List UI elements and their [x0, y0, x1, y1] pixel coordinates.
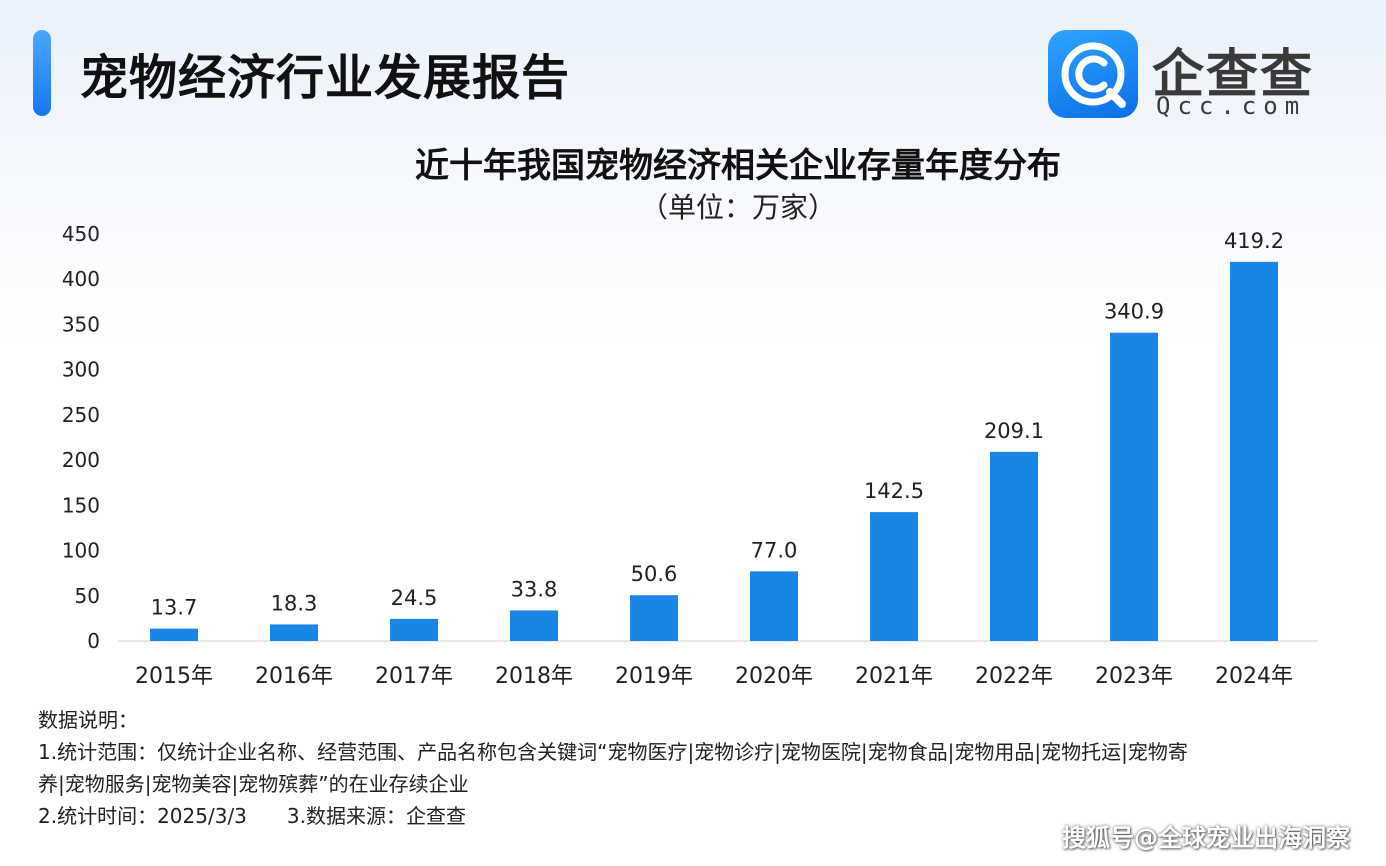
x-tick-label: 2015年 — [135, 664, 213, 689]
notes-scope-cont: 养|宠物服务|宠物美容|宠物殡葬”的在业存续企业 — [38, 772, 469, 796]
x-tick-label: 2016年 — [255, 664, 333, 689]
bar — [150, 628, 198, 641]
bar-value-label: 13.7 — [151, 596, 198, 620]
y-tick-label: 100 — [62, 539, 100, 563]
bar — [630, 595, 678, 641]
bar-value-label: 18.3 — [271, 591, 318, 615]
bar-value-label: 77.0 — [751, 538, 798, 562]
notes-heading: 数据说明： — [38, 708, 138, 732]
header-accent-bar — [33, 30, 51, 116]
y-tick-label: 350 — [62, 312, 100, 336]
report-title: 宠物经济行业发展报告 — [80, 50, 571, 106]
y-tick-label: 450 — [62, 222, 100, 246]
bar-value-label: 209.1 — [984, 419, 1044, 443]
data-labels: 13.7 18.3 24.5 33.8 50.6 77.0 142.5 209.1 340.9 4… — [151, 229, 1284, 620]
y-tick-label: 0 — [87, 629, 100, 653]
x-tick-label: 2022年 — [975, 664, 1053, 689]
bars — [150, 261, 1278, 641]
y-axis: 0 50 100 150 200 250 300 350 400 450 — [62, 222, 100, 653]
bar — [1230, 261, 1278, 641]
logo-domain: Qcc.com — [1156, 92, 1307, 120]
data-notes: 数据说明： 1.统计范围：仅统计企业名称、经营范围、产品名称包含关键词“宠物医疗… — [38, 704, 1338, 832]
notes-source: 3.数据来源：企查查 — [286, 804, 466, 828]
chart-title: 近十年我国宠物经济相关企业存量年度分布 — [415, 146, 1061, 186]
bar-chart: 0 50 100 150 200 250 300 350 400 450 13.7 18.3 24.5… — [62, 222, 1318, 689]
watermark: 搜狐号@全球宠业出海洞察 — [1062, 824, 1350, 852]
bar-value-label: 340.9 — [1104, 300, 1164, 324]
y-tick-label: 200 — [62, 448, 100, 472]
bar — [270, 624, 318, 641]
x-tick-label: 2023年 — [1095, 664, 1173, 689]
qcc-logo-icon — [1048, 30, 1138, 118]
y-tick-label: 400 — [62, 267, 100, 291]
bar — [510, 610, 558, 641]
bar-value-label: 24.5 — [391, 586, 438, 610]
x-tick-label: 2018年 — [495, 664, 573, 689]
bar-value-label: 142.5 — [864, 479, 924, 503]
qcc-logo: 企查查 Qcc.com — [1048, 30, 1348, 120]
x-tick-label: 2021年 — [855, 664, 933, 689]
notes-time: 2.统计时间：2025/3/3 — [38, 804, 247, 828]
x-tick-label: 2020年 — [735, 664, 813, 689]
notes-scope: 1.统计范围：仅统计企业名称、经营范围、产品名称包含关键词“宠物医疗|宠物诊疗|… — [38, 740, 1188, 764]
x-axis: 2015年 2016年 2017年 2018年 2019年 2020年 2021年 2022年… — [135, 664, 1293, 689]
x-tick-label: 2024年 — [1215, 664, 1293, 689]
y-tick-label: 150 — [62, 493, 100, 517]
bar — [870, 512, 918, 641]
chart-subtitle: （单位：万家） — [639, 191, 836, 224]
x-tick-label: 2019年 — [615, 664, 693, 689]
logo-name: 企查查 — [1152, 45, 1315, 105]
bar — [990, 451, 1038, 641]
bar — [750, 571, 798, 641]
bar-value-label: 50.6 — [631, 562, 678, 586]
bar-value-label: 33.8 — [511, 577, 558, 601]
bar — [390, 618, 438, 641]
bar-value-label: 419.2 — [1224, 229, 1284, 253]
bar — [1110, 332, 1158, 641]
y-tick-label: 50 — [75, 584, 100, 608]
x-tick-label: 2017年 — [375, 664, 453, 689]
y-tick-label: 300 — [62, 358, 100, 382]
y-tick-label: 250 — [62, 403, 100, 427]
